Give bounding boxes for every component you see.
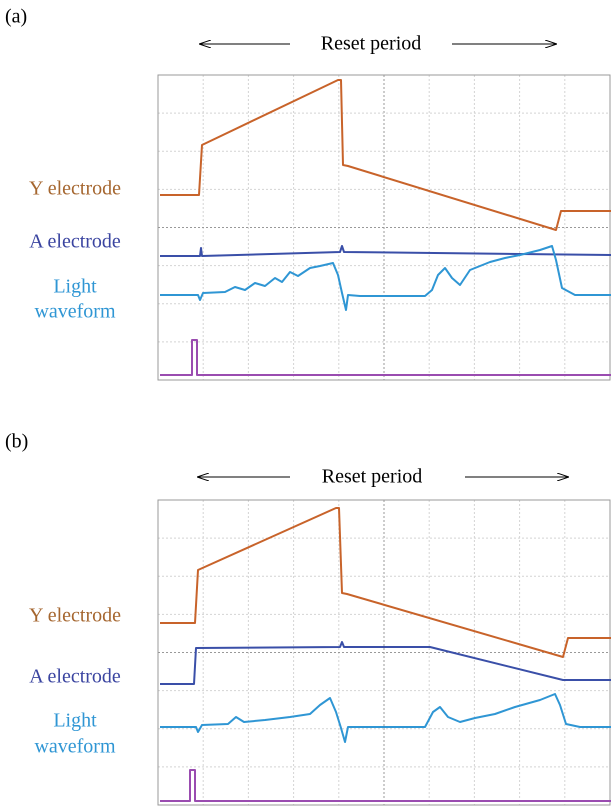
period-label: Reset period [322, 466, 423, 488]
panel-label: (a) [5, 6, 27, 28]
trigger-trace [160, 340, 611, 375]
y-trace [160, 80, 611, 230]
y-trace [160, 508, 611, 657]
trigger-trace [160, 770, 611, 801]
panel-b: (b) Reset period Y electrode A electrode… [5, 431, 611, 805]
y-label: Y electrode [29, 605, 121, 627]
period-label: Reset period [321, 33, 422, 55]
a-label: A electrode [29, 666, 121, 688]
y-label: Y electrode [29, 178, 121, 200]
light-label: Light [53, 710, 97, 732]
light-label: Light [53, 276, 97, 298]
scope-grid [158, 500, 610, 805]
light-label: waveform [34, 736, 116, 758]
a-trace [160, 246, 611, 256]
panel-a: (a) Reset period Y electrode A electrode… [5, 6, 611, 380]
scope-grid [158, 75, 610, 380]
panel-label: (b) [5, 431, 28, 453]
light-label: waveform [34, 301, 116, 323]
light-trace [160, 694, 611, 742]
a-trace [160, 642, 611, 684]
a-label: A electrode [29, 231, 121, 253]
figure: (a) Reset period Y electrode A electrode… [0, 0, 611, 806]
